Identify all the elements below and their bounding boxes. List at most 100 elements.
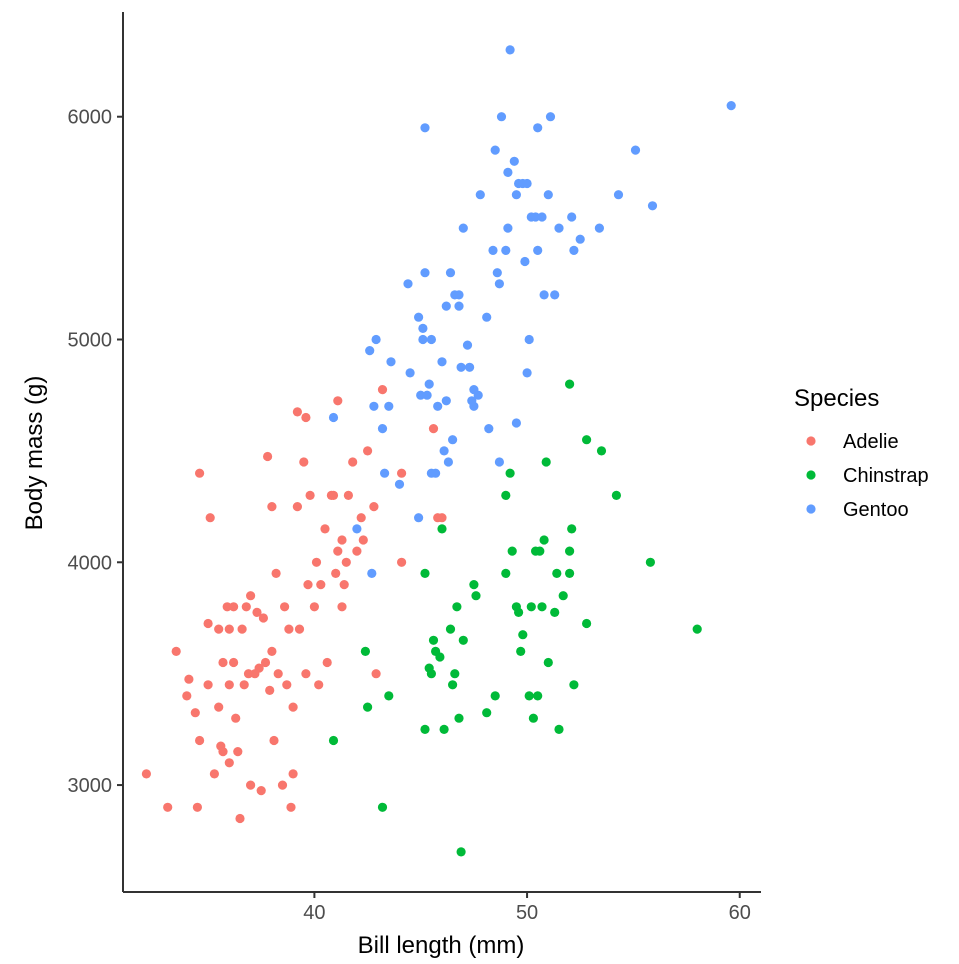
data-point [565, 568, 575, 579]
x-axis-ticks: 40 50 60 [303, 892, 751, 924]
data-point [288, 702, 298, 712]
series-chinstrap [328, 379, 702, 857]
data-point [367, 568, 377, 579]
data-point [567, 212, 577, 222]
data-point [516, 646, 526, 657]
data-point [539, 535, 549, 545]
data-point [533, 691, 543, 701]
data-point [397, 557, 407, 567]
data-point [343, 490, 353, 500]
data-point [437, 513, 447, 523]
data-point [541, 457, 551, 467]
data-point [267, 646, 277, 657]
data-point [496, 112, 507, 122]
data-point [360, 646, 370, 657]
data-point [341, 557, 351, 567]
data-point [422, 390, 432, 400]
y-tick-label: 4000 [68, 552, 113, 574]
legend-label-chinstrap: Chinstrap [843, 465, 929, 487]
data-point [386, 357, 396, 367]
data-point [469, 385, 479, 395]
data-point [490, 691, 500, 701]
data-point [458, 223, 468, 233]
data-point [394, 479, 405, 489]
data-point [537, 602, 547, 612]
data-point [426, 669, 436, 679]
data-point [484, 424, 494, 434]
data-point [365, 346, 375, 356]
data-point [218, 747, 228, 757]
data-point [575, 234, 585, 244]
data-point [337, 602, 347, 612]
data-point [528, 713, 539, 723]
data-point [331, 568, 341, 579]
data-point [452, 602, 462, 612]
data-point [277, 780, 288, 790]
data-point [377, 802, 388, 812]
data-point [443, 457, 453, 467]
data-point [439, 446, 449, 456]
data-point [505, 45, 515, 55]
data-point [565, 379, 575, 389]
data-point [726, 101, 736, 111]
data-point [458, 635, 468, 645]
data-point [224, 624, 234, 634]
data-point [454, 713, 464, 723]
data-point [420, 724, 430, 735]
data-point [214, 702, 224, 712]
data-point [184, 674, 194, 684]
data-point [294, 624, 305, 634]
data-point [363, 446, 373, 456]
data-point [267, 502, 277, 512]
y-tick-label: 5000 [68, 329, 113, 351]
data-point [339, 580, 349, 590]
data-point [405, 368, 415, 378]
data-point [418, 334, 428, 345]
data-point [514, 607, 524, 618]
data-point [501, 568, 511, 579]
data-point [524, 691, 534, 701]
points-layer [141, 45, 736, 857]
data-point [471, 591, 481, 601]
data-point [265, 685, 275, 696]
data-point [246, 780, 256, 790]
legend-label-adelie: Adelie [843, 431, 899, 453]
data-point [594, 223, 605, 233]
data-point [482, 312, 492, 322]
data-point [322, 657, 332, 668]
data-point [545, 112, 556, 122]
data-point [437, 524, 447, 534]
data-point [246, 591, 256, 601]
data-point [252, 607, 262, 618]
data-point [224, 758, 234, 768]
data-point [352, 546, 362, 556]
data-point [426, 334, 436, 345]
data-point [692, 624, 702, 634]
data-point [356, 513, 366, 523]
y-axis-title: Body mass (g) [21, 376, 48, 531]
data-point [494, 279, 504, 289]
data-point [475, 190, 485, 200]
data-point [428, 635, 439, 645]
data-point [511, 418, 521, 428]
data-point [511, 190, 521, 200]
data-point [229, 657, 239, 668]
data-point [437, 357, 447, 367]
data-point [371, 334, 381, 345]
data-point [358, 535, 368, 545]
data-point [258, 613, 268, 623]
data-point [456, 847, 466, 857]
data-point [273, 669, 283, 679]
data-point [163, 802, 173, 812]
data-point [424, 379, 434, 389]
data-point [363, 702, 373, 712]
data-point [469, 580, 479, 590]
series-gentoo [328, 45, 736, 579]
data-point [241, 602, 251, 612]
data-point [141, 769, 151, 779]
data-point [214, 624, 224, 634]
data-point [320, 524, 330, 534]
data-point [171, 646, 181, 657]
data-point [237, 624, 247, 634]
